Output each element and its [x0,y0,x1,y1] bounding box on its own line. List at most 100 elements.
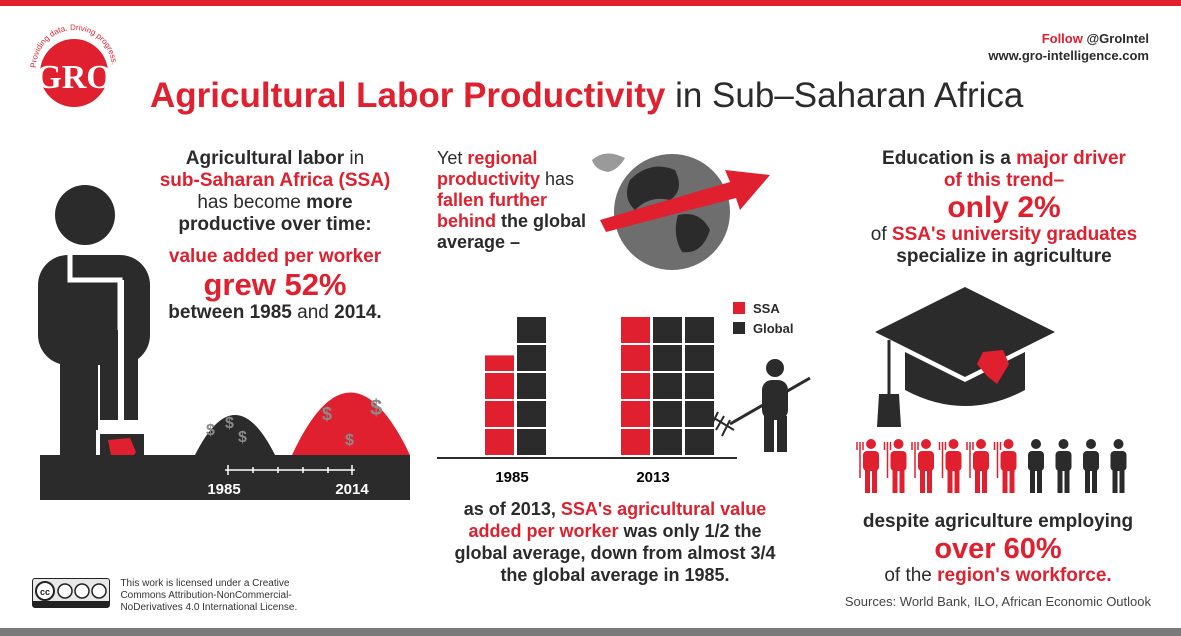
chart-bar-block-ssa-2013 [621,401,650,427]
productivity-chart: 1985 2013 [437,317,737,486]
person-icon [1110,439,1127,493]
creative-commons-badge[interactable]: cc [32,578,110,608]
chart-bar-block-ssa-2013 [621,373,650,399]
mid-bottom-c: was only 1/2 the global average, down fr… [454,521,762,563]
ground [40,455,410,500]
right-line1-red: major driver [1016,148,1126,169]
left-line7-a: between 1985 [168,302,292,323]
logo-text: GRO [35,59,112,96]
farmer-leg [60,320,98,460]
license-text: This work is licensed under a Creative C… [120,578,298,613]
chart-bar-block-global-2013 [685,373,714,399]
mid-bottom-b: SSA's agricultural value added per worke… [468,499,767,541]
chart-bar-block-global-2013 [653,373,682,399]
right-line1-bold: Education [882,148,974,169]
left-text-block: Agricultural labor in sub-Saharan Africa… [150,148,400,324]
license-block: cc This work is licensed under a Creativ… [32,578,310,614]
title-rest: in Sub–Saharan Africa [675,76,1024,115]
title-highlight: Agricultural Labor Productivity [150,76,666,115]
left-line3-bold: more [306,192,353,213]
by-icon [57,583,73,599]
farmer-head [55,185,115,245]
middle-conclusion: as of 2013, SSA's agricultural value add… [445,498,785,586]
nc-icon [91,583,107,599]
chart-bar-block-ssa-2013 [621,345,650,371]
page-title: Agricultural Labor Productivity in Sub–S… [150,76,1023,116]
legend-swatch [733,322,745,334]
website-link[interactable]: www.gro-intelligence.com [988,48,1149,63]
mid-intro-mid: has [540,169,575,189]
chart-bar-block-ssa-1985 [485,429,514,455]
mid-intro-red2: fallen further behind [437,190,548,231]
legend-swatch [733,302,745,314]
legend-label: SSA [753,300,780,316]
right-line3-red: SSA's university graduates [891,224,1138,245]
mound-1985 [195,415,275,455]
graduation-cap-illustration [875,287,1055,427]
chart-bar-block-global-2013 [685,401,714,427]
svg-text:cc: cc [40,587,50,597]
legend-item-ssa: SSA [733,298,793,318]
person-icon [911,439,934,493]
dollar-icon: $ [206,422,215,439]
dollar-icon: $ [370,395,382,420]
left-line7-c: 2014. [334,302,382,323]
dollar-icon: $ [225,415,234,432]
legend-label: Global [753,320,794,336]
chart-bar-block-global-2013 [685,345,714,371]
follow-handle[interactable]: @GroIntel [1086,31,1149,46]
mid-bottom-d: almost 3/4 the global average in 1985. [500,543,776,585]
chart-bar-block-global-2013 [685,317,714,343]
right-line3-pre: of [870,224,892,245]
chart-bar-block-global-2013 [685,429,714,455]
middle-intro: Yet regional productivity has fallen fur… [437,148,607,253]
chart-bar-block-ssa-2013 [621,429,650,455]
chart-bar-block-global-2013 [653,317,682,343]
chart-bar-block-ssa-1985 [485,355,514,371]
mid-intro-red: regional productivity [437,148,541,189]
left-line1-rest: in [344,148,365,169]
top-accent-bar [0,0,1181,6]
left-line2: sub-Saharan Africa (SSA) [159,170,391,191]
chart-bar-block-global-1985 [517,373,546,399]
shovel-handle [118,280,124,435]
left-line4: productive over time: [178,214,372,235]
left-line7-b: and [291,302,335,323]
africa-map-icon [977,350,1009,384]
mid-bottom-a: as of 2013, [463,499,561,519]
mid-intro-pre: Yet [437,148,468,168]
nd-icon [74,583,90,599]
chart-category-label: 1985 [495,469,528,486]
chart-bar-block-global-2013 [653,401,682,427]
chart-bar-block-ssa-1985 [485,373,514,399]
dollar-icon: $ [345,432,354,449]
right-big-stat: only 2% [947,191,1061,224]
dollar-icon: $ [238,429,247,446]
follow-label: Follow [1041,31,1083,46]
graduation-cap-icon [875,287,1055,377]
person-icon [1028,439,1044,493]
chart-bar-block-global-1985 [517,317,546,343]
right-line1-rest: is a [973,148,1017,169]
right-bottom1: despite agriculture employing [862,511,1134,532]
farmer-field-illustration: $ $ $ $ $ $ 1985 2014 [38,185,410,500]
tassel-icon [877,394,901,427]
gro-logo: GRO Providing data. Driving progress. [29,23,119,107]
right-text-block: Education is a major driver of this tren… [858,148,1150,268]
year-1985-label: 1985 [207,481,240,498]
right-bottom-stat: over 60% [934,533,1062,565]
right-bottom3-red: region's workforce. [937,565,1112,586]
bottom-bar [0,628,1181,636]
right-line4: specialize in agriculture [896,246,1112,267]
sources-text: Sources: World Bank, ILO, African Econom… [844,594,1151,609]
follow-block: Follow @GroIntel www.gro-intelligence.co… [988,30,1149,64]
left-line1-bold: Agricultural labor [185,148,345,169]
person-icon [856,439,879,493]
workforce-people-row [856,439,1127,493]
trend-arrow-icon [600,170,770,232]
chart-bar-block-global-2013 [653,429,682,455]
legend-item-global: Global [733,318,793,338]
person-icon [1055,439,1072,493]
right-bottom3-pre: of the [884,565,938,586]
chart-bar-block-global-1985 [517,429,546,455]
